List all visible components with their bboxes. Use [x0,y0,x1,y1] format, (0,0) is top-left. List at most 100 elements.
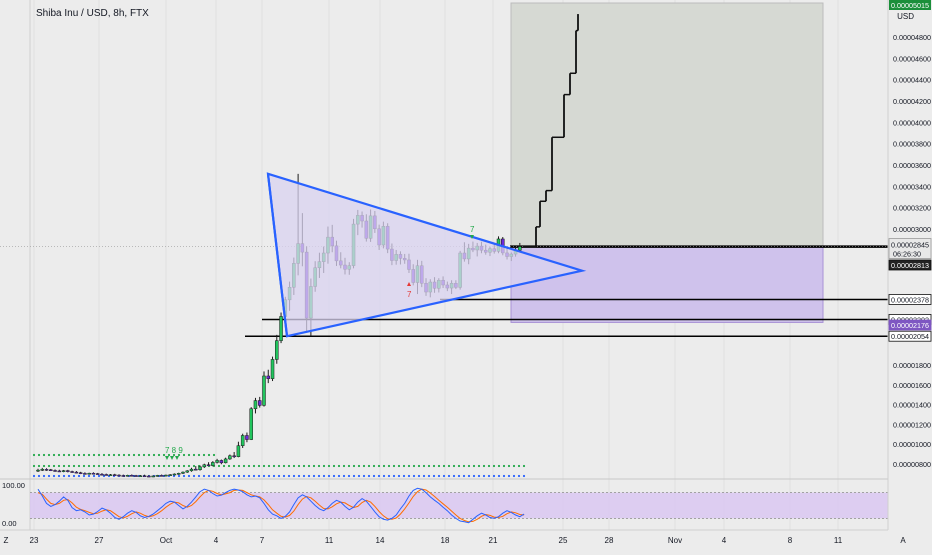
candle-body [198,466,202,470]
dot-marker [402,464,406,468]
dot-marker [92,453,96,457]
dot-marker [232,464,236,468]
price-tick-label: 0.00001400 [893,401,931,410]
dot-marker [377,464,381,468]
candle-body [70,471,74,473]
currency-label: USD [897,12,914,21]
candle-body [185,470,189,473]
last-price-badge [888,238,932,259]
dot-marker [457,474,461,478]
dot-marker [482,464,486,468]
timezone-button[interactable]: Z [4,536,9,545]
dot-marker [227,464,231,468]
dot-marker [252,464,256,468]
candle-body [53,470,57,472]
projection-path [523,14,579,248]
dot-marker [242,474,246,478]
down-arrow-icon [165,456,169,460]
dot-marker [397,464,401,468]
time-tick-label: 28 [605,536,614,545]
candle-body [266,375,271,379]
price-tick-label: 0.00001800 [893,361,931,370]
level-price-badge [888,319,932,331]
dot-marker [387,474,391,478]
candle-body [279,316,283,341]
candle-body [215,460,219,463]
dot-marker [312,474,316,478]
dot-marker [87,474,91,478]
candle-body [138,475,143,478]
time-axis-bar [0,530,932,550]
candle-body [83,473,87,475]
dot-marker [367,474,371,478]
price-tick-label: 0.00003600 [893,161,931,170]
dot-marker [282,474,286,478]
dot-marker [467,474,471,478]
target-zone[interactable] [510,246,824,323]
level-price-label: 0.00002176 [891,321,929,330]
dot-marker [422,474,426,478]
dot-marker [262,464,266,468]
dot-marker [32,464,36,468]
candle-body [159,475,164,477]
dot-marker [52,474,56,478]
dot-marker [77,464,81,468]
price-tick-label: 0.00003000 [893,225,931,234]
price-tick-label: 0.00004800 [893,33,931,42]
dot-marker [477,474,481,478]
dot-marker [142,464,146,468]
dot-marker [167,464,171,468]
candle-body [194,468,198,471]
price-tick-label: 0.00003200 [893,204,931,213]
dot-marker [67,453,71,457]
time-tick-label: 11 [325,536,334,545]
dot-marker [92,464,96,468]
time-tick-label: Nov [668,536,682,545]
dot-marker [182,474,186,478]
candle-body [134,475,138,477]
dot-marker [257,464,261,468]
candle-body [211,462,215,466]
dot-marker [192,474,196,478]
dot-marker [82,464,86,468]
sequence-count-label: 7 8 9 [165,446,183,455]
dot-marker [192,464,196,468]
dot-marker [57,464,61,468]
level-price-label: 0.00002813 [891,261,929,270]
price-tick-label: 0.00004000 [893,118,931,127]
dot-marker [272,464,276,468]
stoch-bottom-label: 0.00 [2,519,17,528]
time-tick-label: 8 [788,536,793,545]
dot-marker [337,474,341,478]
dot-marker [502,474,506,478]
dot-marker [347,474,351,478]
triangle-base[interactable] [266,173,289,337]
candle-body [142,475,147,478]
dot-marker [442,474,446,478]
candle-body [78,472,83,474]
candle-body [95,473,100,475]
level-price-label: 0.00002378 [891,295,929,304]
stoch-d-line [37,488,525,523]
dot-marker [32,453,36,457]
dot-marker [332,464,336,468]
dot-marker [122,464,126,468]
dot-marker [57,474,61,478]
signal-markers: 7 8 9 7 7 [165,225,475,460]
dot-marker [297,474,301,478]
dot-marker [327,464,331,468]
candle-body [206,464,211,467]
dot-marker [437,464,441,468]
projection-zone[interactable] [510,2,824,248]
time-axis[interactable]: 23 27 Oct 4 7 11 14 18 21 25 28 Nov 4 8 11 Z A [0,529,932,550]
dot-marker [377,474,381,478]
dot-marker [202,453,206,457]
triangle-pattern[interactable] [266,172,587,338]
level-price-badge [888,330,932,342]
dot-marker [462,464,466,468]
dot-marker [497,474,501,478]
price-axis[interactable]: 0.00004800 0.00004600 0.00004400 0.00004200… [887,0,932,530]
dot-marker [182,464,186,468]
auto-scale-button[interactable]: A [900,536,906,545]
